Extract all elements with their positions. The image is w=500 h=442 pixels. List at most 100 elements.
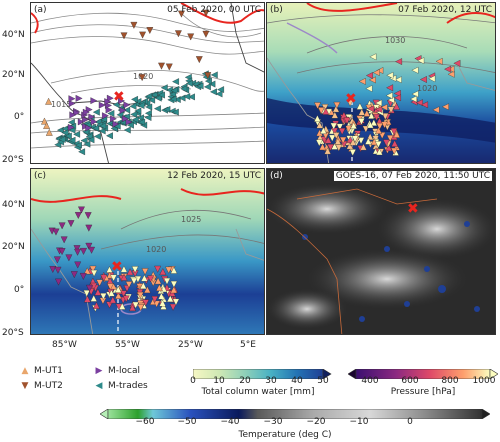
sonde-marker [332,132,340,140]
sonde-marker [385,144,393,152]
sonde-marker [74,212,82,219]
sonde-marker [67,220,75,228]
sonde-marker [386,84,394,92]
sonde-marker [83,267,91,275]
contour-label: 1025 [181,215,201,224]
triangle-right-icon: ▶ [95,366,103,376]
colorbar-tick: −40 [220,417,240,427]
sonde-marker [375,126,383,134]
sonde-marker [155,284,163,291]
isobars [100,209,264,250]
contour-label: 1020 [417,84,437,93]
cross-marker: ✖ [407,201,419,217]
sonde-marker [78,206,85,214]
sonde-marker [85,242,93,250]
sonde-marker [319,143,326,151]
legend-label: M-trades [108,381,148,391]
sonde-marker [210,88,217,96]
sonde-marker [78,148,86,156]
sonde-marker [428,75,436,83]
sonde-marker [317,107,325,115]
sonde-marker [343,117,351,125]
sonde-marker [171,108,179,116]
sonde-marker [61,129,69,137]
sonde-marker [55,278,62,286]
sonde-marker [195,56,203,64]
legend-item-m-ut2: ▼ M-UT2 [20,381,63,391]
sonde-marker [411,90,419,98]
sonde-marker [49,266,57,273]
panel-d-map: ✖ [267,169,495,334]
isobars [267,14,495,74]
sonde-marker [373,113,381,121]
sonde-marker [105,106,113,114]
colorbar-tick: 1000 [472,376,496,386]
sonde-marker [365,85,373,93]
sonde-marker [387,106,395,114]
sonde-marker [331,111,339,119]
sonde-marker [53,256,61,264]
sonde-marker [102,112,109,120]
sonde-marker [106,301,113,309]
sonde-marker [356,102,364,110]
coastline [267,188,438,334]
sonde-marker [202,30,210,38]
colorbar-tick: −10 [349,417,369,427]
sonde-marker [88,246,95,254]
sonde-marker [130,21,138,29]
sonde-marker [338,128,346,135]
sonde-marker [132,301,140,309]
panel-c-map: 1025 1020 ✖ [31,169,264,334]
sonde-marker [322,107,330,115]
sonde-marker [174,30,182,38]
sonde-marker [386,135,394,142]
sonde-marker [85,133,93,140]
lat-tick: 40°N [2,200,25,210]
sonde-marker [64,132,72,140]
sonde-marker [165,63,173,71]
sonde-marker [447,70,455,78]
colorbar-tick: 50 [317,376,329,386]
front-line [180,3,264,24]
sonde-marker [99,293,107,300]
sonde-marker [138,118,146,126]
sonde-marker [107,110,115,117]
sonde-marker [79,273,87,280]
sonde-marker [92,108,100,116]
sonde-marker [340,111,348,119]
sonde-marker [110,274,118,282]
colorbar-tick: 0 [407,417,413,427]
sonde-marker [319,127,327,134]
coastline [31,228,264,334]
sonde-marker [328,134,336,142]
lon-tick: 85°W [52,340,77,350]
panel-a: 1020 1015 ✖ (a) 05 Feb 2020, 00 UTC [30,2,265,164]
sonde-marker [333,101,341,109]
sonde-marker [65,254,73,262]
panel-title: GOES-16, 07 Feb 2020, 11:50 UTC [333,171,492,181]
sonde-marker [324,136,332,144]
sonde-marker [202,9,210,17]
sonde-marker [441,103,449,111]
colorbar-label: Temperature (deg C) [238,430,332,440]
sonde-markers [48,206,180,312]
sonde-marker [346,142,354,150]
sonde-marker [159,268,167,276]
lon-tick: 25°W [178,340,203,350]
sonde-marker [208,80,216,88]
sonde-marker [378,132,386,140]
colorbar-tick: −30 [263,417,283,427]
sonde-marker [386,71,394,79]
panel-b-map: 1030 1020 ✖ [267,3,495,163]
colorbar-temperature [99,404,491,420]
panel-title: 07 Feb 2020, 12 UTC [398,5,492,15]
sonde-marker [435,57,443,65]
sonde-marker [147,275,155,283]
pressure-contour [286,22,338,54]
lat-tick: 20°S [2,328,24,338]
sonde-marker [144,114,152,121]
sonde-marker [74,248,81,256]
sonde-marker [314,102,321,110]
sonde-marker [357,137,365,145]
sonde-marker [154,265,162,273]
